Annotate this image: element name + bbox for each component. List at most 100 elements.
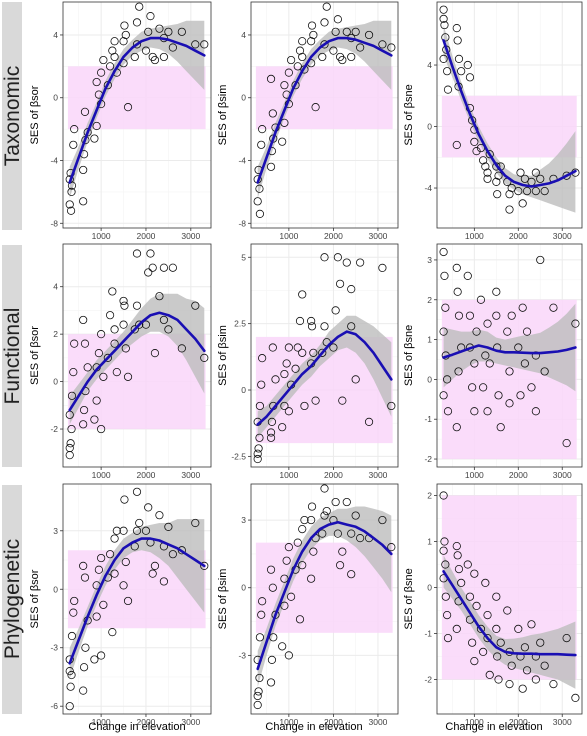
data-point xyxy=(257,610,266,619)
y-tick-label: -1 xyxy=(424,629,432,639)
data-point xyxy=(318,529,327,538)
data-point xyxy=(253,449,262,458)
data-point xyxy=(177,27,186,36)
data-point xyxy=(320,40,329,49)
data-point xyxy=(121,30,130,40)
data-point xyxy=(286,55,296,65)
panel: 1000 2000 3000 -3 0 3 SES of βsim xyxy=(217,483,399,727)
data-point xyxy=(255,184,264,193)
data-point xyxy=(253,691,262,701)
data-point xyxy=(110,339,119,348)
data-point xyxy=(463,560,472,569)
data-point xyxy=(439,546,448,555)
y-tick-label: -2 xyxy=(50,424,58,434)
data-point xyxy=(110,534,119,543)
data-point xyxy=(97,424,106,434)
data-point xyxy=(454,54,464,63)
data-point xyxy=(200,561,209,570)
y-axis-title: SES of βsne xyxy=(403,325,415,386)
data-point xyxy=(331,306,340,315)
y-tick-label: -4 xyxy=(238,156,246,166)
data-point xyxy=(92,396,101,405)
data-point xyxy=(298,290,307,299)
data-point xyxy=(347,52,356,62)
data-point xyxy=(293,343,302,352)
data-point xyxy=(144,503,153,512)
data-point xyxy=(335,279,345,288)
data-point xyxy=(280,574,289,583)
data-point xyxy=(110,569,119,578)
data-point xyxy=(168,263,177,272)
data-point xyxy=(255,433,264,442)
data-point xyxy=(191,40,200,49)
data-point xyxy=(481,351,490,360)
data-point xyxy=(144,27,153,36)
y-axis-title: SES of βsor xyxy=(29,569,41,628)
data-point xyxy=(278,423,287,432)
y-tick-label: 3 xyxy=(53,526,58,536)
x-tick-label: 1000 xyxy=(465,231,484,241)
data-point xyxy=(67,187,76,197)
data-point xyxy=(119,581,128,590)
data-point xyxy=(520,174,529,183)
data-point xyxy=(378,263,387,272)
data-point xyxy=(83,363,92,372)
data-point xyxy=(507,311,516,320)
data-point xyxy=(97,553,106,563)
data-point xyxy=(141,46,151,55)
data-point xyxy=(291,364,300,373)
x-tick-label: 3000 xyxy=(368,717,387,727)
panel: 1000 2000 3000 -4 0 4 SES of βsne xyxy=(403,1,583,241)
data-point xyxy=(453,287,462,296)
data-point xyxy=(92,121,101,131)
data-point xyxy=(503,606,512,615)
y-tick-label: 4 xyxy=(241,30,246,40)
fit-line xyxy=(256,330,393,426)
data-point xyxy=(295,615,305,624)
data-point xyxy=(159,577,169,586)
data-point xyxy=(472,147,481,156)
data-point xyxy=(318,348,327,357)
data-point xyxy=(481,578,490,588)
data-point xyxy=(470,137,479,147)
x-axis-titles: Change in elevation Change in elevation … xyxy=(88,721,542,733)
data-point xyxy=(454,367,463,376)
y-tick-label: 5 xyxy=(241,252,246,262)
y-axis-title: SES of βsim xyxy=(217,569,229,630)
data-point xyxy=(331,497,340,507)
data-point xyxy=(503,327,512,336)
data-point xyxy=(105,550,115,559)
data-point xyxy=(150,561,160,570)
data-point xyxy=(531,168,540,177)
y-axis-title: SES of βsor xyxy=(29,85,41,144)
data-point xyxy=(79,197,88,206)
data-point xyxy=(465,73,475,82)
data-point xyxy=(514,187,523,196)
y-tick-label: 0 xyxy=(427,374,432,384)
data-point xyxy=(280,369,289,379)
data-point xyxy=(309,30,318,40)
data-point xyxy=(476,295,486,304)
data-point xyxy=(505,679,514,689)
data-point xyxy=(69,368,78,377)
panel: 1000 2000 3000 -8 -4 0 4 SES of βsim xyxy=(217,1,399,241)
y-tick-label: -4 xyxy=(50,156,58,166)
data-point xyxy=(79,561,88,570)
data-point xyxy=(119,37,128,46)
data-point xyxy=(307,502,317,511)
data-point xyxy=(452,140,461,150)
y-axis-title: SES of βsim xyxy=(217,325,229,386)
y-tick-label: 0 xyxy=(427,122,432,132)
x-tick-label: 3000 xyxy=(181,717,200,727)
data-point xyxy=(295,316,305,326)
data-point xyxy=(132,18,142,27)
data-point xyxy=(278,642,287,651)
data-point xyxy=(141,320,151,329)
data-point xyxy=(253,197,262,206)
data-point xyxy=(307,574,316,583)
data-point xyxy=(453,551,462,560)
data-point xyxy=(295,46,305,55)
data-point xyxy=(549,303,558,312)
y-tick-label: -2 xyxy=(424,454,432,464)
x-tick-label: 1000 xyxy=(279,470,298,480)
